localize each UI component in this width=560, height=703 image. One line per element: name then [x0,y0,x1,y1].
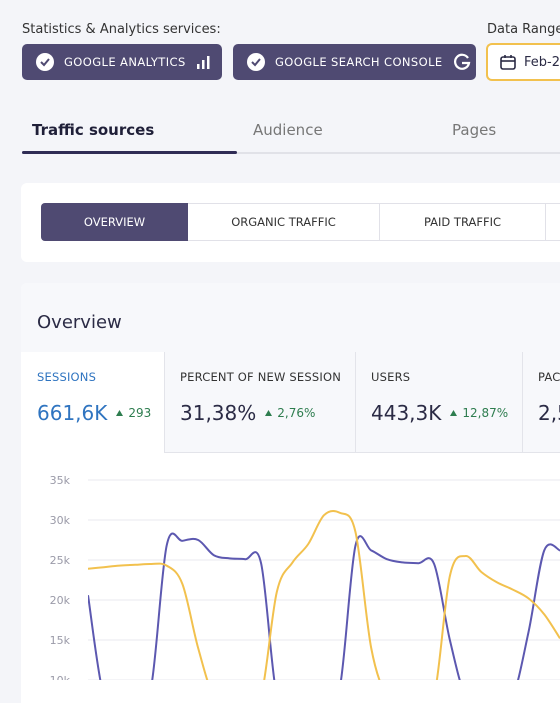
up-arrow [450,410,458,416]
date-picker[interactable]: Feb-2 [486,43,560,81]
tab[interactable]: Traffic sources [32,121,155,139]
metric-change: 293 [116,406,151,420]
y-tick-label: 30k [50,514,71,527]
segment[interactable]: PAID TRAFFIC [379,203,545,241]
line-series [88,532,560,680]
metric-value: 443,3K 12,87% [371,401,522,425]
check-icon [247,53,265,71]
metric-cell[interactable]: SESSIONS 661,6K 293 [22,352,165,453]
date-label: Data Range: [487,22,560,37]
service-name: GOOGLE ANALYTICS [64,55,186,69]
overview-title: Overview [37,312,122,333]
date-value: Feb-2 [524,54,560,70]
service-button[interactable]: GOOGLE SEARCH CONSOLE [233,44,476,80]
metric-label: PERCENT OF NEW SESSION [180,370,342,384]
segment[interactable]: OVERVIEW [41,203,188,241]
metric-cell[interactable]: PAC 2,5 [523,352,560,453]
metric-label: USERS [371,370,411,384]
overview-header [21,283,560,352]
metric-number: 31,38% [180,401,257,425]
metric-change-value: 293 [128,406,152,420]
metric-change-value: 2,76% [277,406,316,420]
services-label: Statistics & Analytics services: [22,22,221,37]
up-arrow [265,410,273,416]
g-icon [453,53,470,70]
metric-number: 661,6K [37,401,108,425]
tab[interactable]: Pages [452,121,497,139]
tab-active-bar [22,151,237,154]
metric-label: PAC [538,370,560,384]
metric-cell[interactable]: USERS 443,3K 12,87% [356,352,523,453]
service-name: GOOGLE SEARCH CONSOLE [275,55,443,69]
metric-value: 661,6K 293 [37,401,164,425]
y-tick-label: 35k [50,474,71,487]
plot [88,509,560,680]
metric-value: 2,5 [538,401,560,425]
y-tick-label: 20k [50,594,71,607]
service-button[interactable]: GOOGLE ANALYTICS [22,44,222,80]
y-tick-label: 25k [50,554,71,567]
tab-rule [22,152,560,154]
line-series [88,509,560,680]
metric-value: 31,38% 2,76% [180,401,355,425]
segment[interactable]: ORGANIC TRAFFIC [231,215,336,229]
metric-cell[interactable]: PERCENT OF NEW SESSION 31,38% 2,76% [165,352,356,453]
y-tick-label: 15k [50,634,71,647]
check-icon [36,53,54,71]
page: Statistics & Analytics services: GOOGLE … [21,22,560,703]
chart: 10k 15k 20k 25k 30k 35k [50,474,560,680]
segment[interactable] [545,203,560,241]
metric-change: 12,87% [450,406,508,420]
calendar-icon [500,55,516,70]
bar-icon [196,56,210,69]
tab[interactable]: Audience [253,121,323,139]
metric-change: 2,76% [265,406,315,420]
up-arrow [116,410,124,416]
y-tick-label: 10k [50,674,71,680]
metric-label: SESSIONS [37,370,97,384]
metric-change-value: 12,87% [462,406,509,420]
metric-number: 2,5 [538,401,560,425]
metric-number: 443,3K [371,401,442,425]
